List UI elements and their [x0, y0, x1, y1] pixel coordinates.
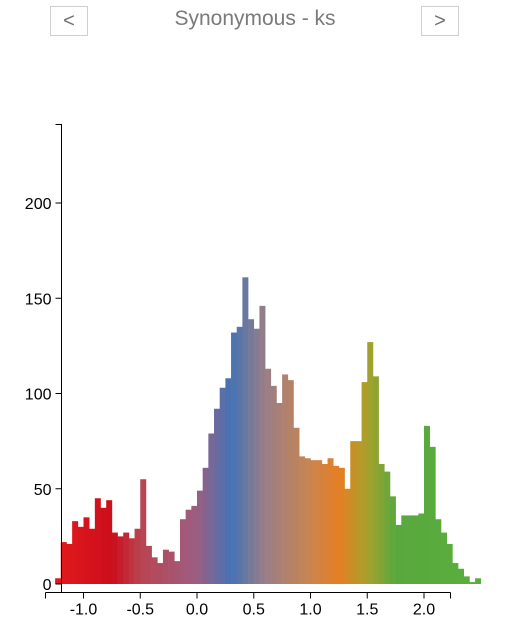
histogram-bar [338, 467, 345, 584]
histogram-bar [134, 528, 141, 584]
histogram-bar [72, 521, 79, 584]
y-tick-label: 200 [25, 196, 52, 213]
histogram-bar [83, 517, 90, 584]
histogram-bar [299, 456, 306, 584]
histogram-bar [197, 490, 203, 584]
x-tick-label: 0.5 [243, 602, 265, 619]
histogram-bar [282, 374, 289, 584]
histogram-bar [66, 544, 73, 584]
histogram-bar [333, 465, 340, 584]
previous-button[interactable]: < [50, 6, 88, 36]
histogram-bar [406, 515, 413, 584]
histogram-bar [55, 578, 62, 584]
histogram-bar [202, 467, 209, 584]
x-tick-label: -1.0 [70, 602, 98, 619]
histogram-bar [128, 538, 135, 584]
y-tick-label: 150 [25, 291, 52, 308]
histogram-bar [60, 542, 67, 584]
histogram-bar [214, 408, 221, 584]
histogram-bar [106, 500, 113, 584]
histogram-bar [219, 387, 226, 584]
chart-title: Synonymous - ks [174, 7, 336, 30]
histogram-bar [401, 515, 408, 584]
histogram-bar [225, 378, 232, 584]
histogram-bar [236, 326, 243, 584]
x-tick-label: 1.5 [356, 602, 378, 619]
histogram-bar [469, 582, 476, 584]
histogram-bar [367, 342, 374, 584]
histogram-bar [344, 488, 351, 584]
histogram-bar [446, 544, 453, 584]
histogram-bar [140, 479, 147, 584]
histogram-bar [145, 545, 152, 584]
histogram-bar [123, 532, 130, 584]
y-tick-label: 50 [34, 482, 52, 499]
histogram-bar [452, 563, 459, 584]
histogram-bar [248, 319, 255, 584]
histogram-bar [429, 446, 436, 584]
histogram-bar [412, 515, 419, 584]
histogram-bar [441, 532, 448, 584]
histogram-bar [185, 509, 192, 584]
histogram-bar [253, 328, 260, 584]
histogram-bar [151, 557, 158, 584]
histogram-bar [242, 277, 249, 584]
histogram-bar [174, 561, 181, 584]
histogram-bar [424, 425, 430, 584]
x-tick-label: 2.0 [413, 602, 435, 619]
histogram-bar [389, 496, 396, 584]
y-tick-label: 0 [43, 577, 52, 594]
x-tick-label: 1.0 [299, 602, 321, 619]
histogram-bar [316, 460, 323, 584]
histogram-bar [435, 519, 442, 584]
histogram-bar [179, 519, 186, 584]
histogram-bar [395, 524, 402, 584]
histogram-bar [231, 332, 238, 584]
x-axis: -1.0 -0.5 0.0 0.5 1.0 1.5 2.0 [45, 592, 451, 619]
histogram-bar [475, 578, 482, 584]
histogram-bar [378, 463, 385, 584]
histogram-bar [384, 471, 391, 584]
histogram-bar [304, 458, 311, 584]
y-axis: 0 50 100 150 200 [25, 124, 62, 594]
histogram-bar [191, 505, 198, 584]
histogram-bar [327, 458, 334, 584]
histogram-bar [350, 441, 357, 585]
histogram-bar [94, 498, 101, 584]
histogram-bar [265, 368, 272, 584]
histogram-bar [372, 376, 379, 584]
histogram-bar [259, 305, 266, 584]
histogram-bar [89, 528, 96, 584]
histogram-bar [162, 549, 169, 584]
histogram-bar [293, 427, 300, 584]
histogram-bar [276, 403, 283, 584]
histogram-bar [111, 532, 118, 584]
histogram-bar [157, 563, 164, 584]
next-button[interactable]: > [421, 6, 459, 36]
histogram-bar [458, 568, 465, 584]
histogram-bar [310, 460, 317, 584]
histogram-bar [418, 513, 425, 584]
x-tick-label: 0.0 [186, 602, 208, 619]
x-tick-label: -0.5 [126, 602, 154, 619]
histogram-bar [321, 463, 328, 584]
histogram-bar [208, 433, 215, 584]
histogram-bar [77, 526, 84, 584]
histogram-bar [117, 536, 124, 585]
histogram-bar [168, 551, 175, 584]
histogram-bar [361, 382, 368, 584]
histogram-bar [270, 385, 277, 584]
histogram-bar [100, 507, 107, 584]
histogram-bar [355, 441, 362, 585]
histogram-bar [463, 576, 470, 584]
histogram-bar [287, 380, 294, 584]
histogram-bars [55, 277, 482, 585]
y-tick-label: 100 [25, 387, 52, 404]
